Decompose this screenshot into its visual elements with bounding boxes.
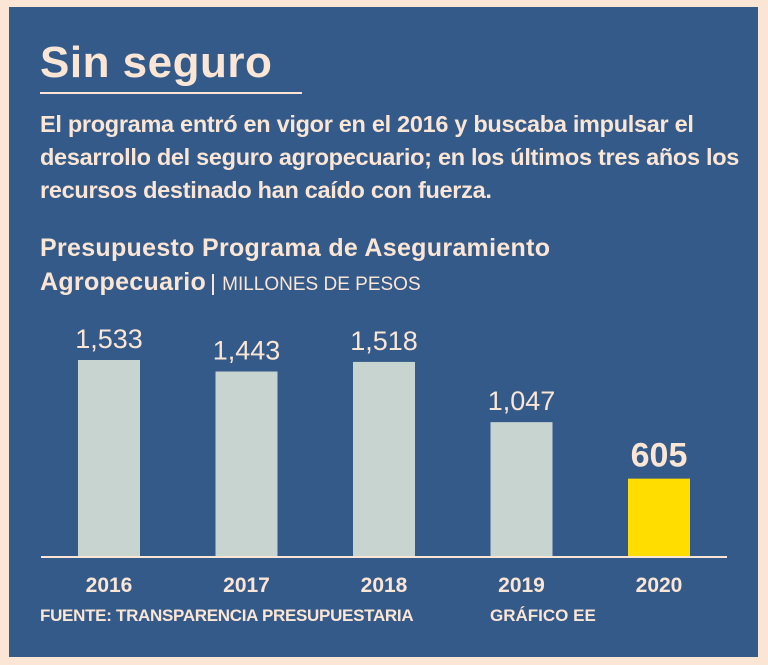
chart-title-text: Presupuesto Programa de Aseguramiento Ag… <box>40 234 551 296</box>
x-tick-2019: 2019 <box>498 574 545 597</box>
chart-unit: MILLONES DE PESOS <box>212 274 421 295</box>
bar-2020 <box>628 478 690 556</box>
data-label-2017: 1,443 <box>213 336 281 366</box>
title-divider <box>40 92 302 94</box>
data-label-2018: 1,518 <box>350 326 418 356</box>
description: El programa entró en vigor en el 2016 y … <box>40 111 740 203</box>
data-label-2019: 1,047 <box>488 386 556 416</box>
bar-2019 <box>490 422 553 556</box>
bar-2018 <box>353 361 415 556</box>
x-tick-2018: 2018 <box>361 574 408 597</box>
bar-2017 <box>215 371 278 556</box>
x-tick-2017: 2017 <box>223 574 270 597</box>
data-label-2020: 605 <box>631 437 688 475</box>
data-label-2016: 1,533 <box>75 324 143 354</box>
page-title: Sin seguro <box>40 38 273 87</box>
bar-2016 <box>78 360 140 556</box>
x-tick-2020: 2020 <box>636 574 683 597</box>
graphic-credit: GRÁFICO EE <box>490 606 596 625</box>
source-note: FUENTE: TRANSPARENCIA PRESUPUESTARIA <box>40 606 414 625</box>
chart-title: Presupuesto Programa de Aseguramiento Ag… <box>40 231 768 302</box>
x-tick-2016: 2016 <box>86 574 133 597</box>
